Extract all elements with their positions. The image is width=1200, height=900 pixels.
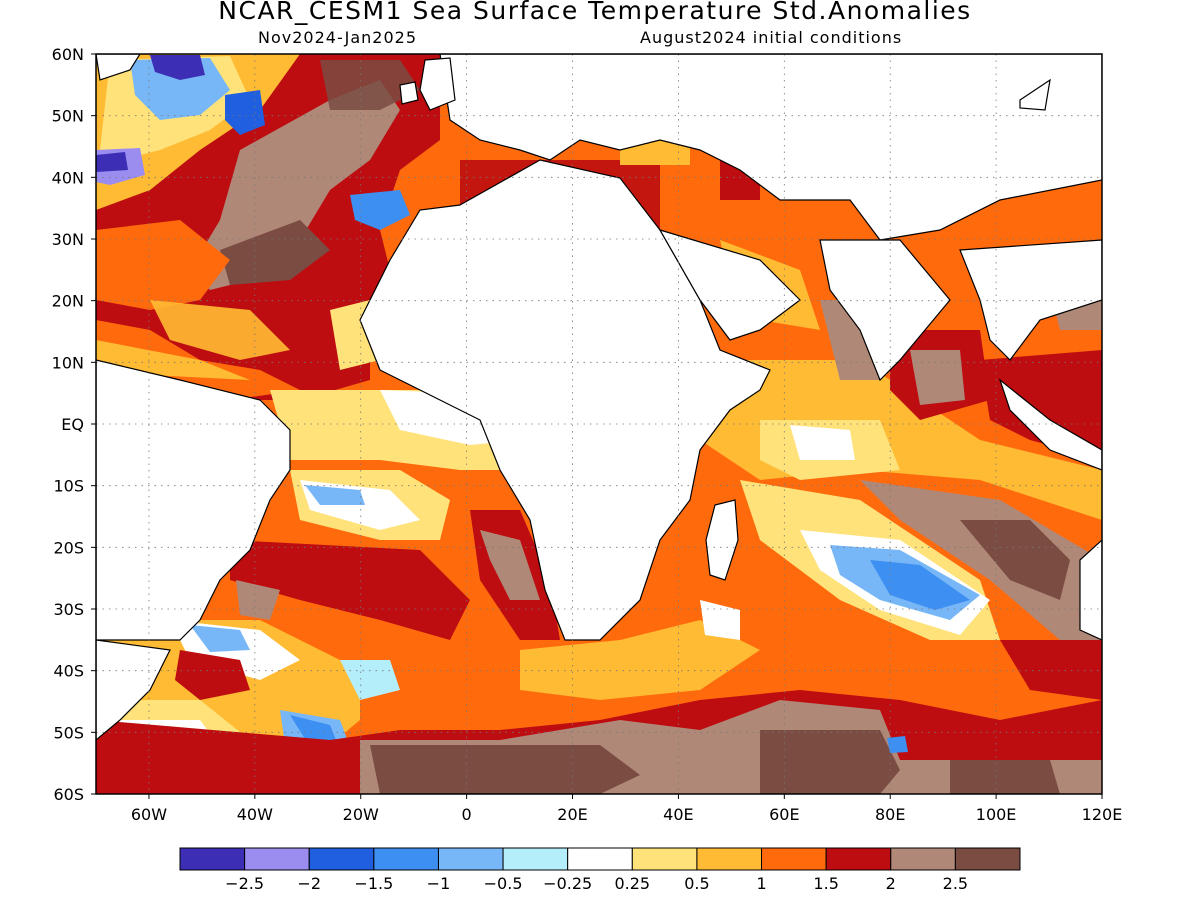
uk-ireland — [419, 57, 456, 111]
australia-landmass — [1079, 539, 1102, 641]
colorbar-label: −0.25 — [543, 874, 592, 893]
japan-sakhalin — [1019, 78, 1051, 111]
colorbar-swatch — [567, 847, 633, 871]
latitude-label: 20N — [52, 292, 84, 311]
colorbar-label: 2.5 — [943, 874, 968, 893]
longitude-label: 40W — [237, 805, 273, 824]
latitude-label: 50S — [53, 723, 84, 742]
arabia-landmass — [658, 228, 801, 341]
southeast-asia-landmass — [959, 239, 1102, 361]
longitude-label: 20W — [343, 805, 379, 824]
colorbar-label: 0.25 — [614, 874, 650, 893]
latitude-label: 60S — [53, 785, 84, 804]
map-title: NCAR_CESM1 Sea Surface Temperature Std.A… — [218, 0, 972, 25]
greenland-iceland — [96, 54, 141, 81]
longitude-label: 120E — [1082, 805, 1123, 824]
africa-landmass — [359, 159, 771, 641]
longitude-label: 60E — [769, 805, 799, 824]
colorbar-label: −2 — [297, 874, 321, 893]
ireland — [399, 81, 419, 105]
colorbar-label: 0.5 — [684, 874, 709, 893]
europe-landmass — [439, 54, 1102, 241]
south-america-patagonia — [96, 639, 171, 741]
longitude-label: 100E — [976, 805, 1017, 824]
colorbar-swatch — [696, 847, 763, 871]
colorbar-swatch — [761, 847, 827, 871]
colorbar-label: 2 — [886, 874, 896, 893]
latitude-label: 60N — [52, 45, 84, 64]
colorbar-swatch — [373, 847, 439, 871]
latitude-label: 40N — [52, 168, 84, 187]
india-landmass — [819, 239, 951, 382]
colorbar-label: −2.5 — [225, 874, 264, 893]
colorbar-label: 1 — [756, 874, 766, 893]
latitude-label: 50N — [52, 107, 84, 126]
longitude-label: 0 — [462, 805, 472, 824]
colorbar-swatches — [179, 847, 1021, 871]
latitude-axis: 60N 50N 40N 30N 20N 10N EQ 10S 20S 30S 40S 50S 60S — [52, 45, 96, 804]
colorbar-swatch — [308, 847, 375, 871]
colorbar-swatch — [954, 847, 1021, 871]
colorbar-label: −1 — [427, 874, 451, 893]
longitude-label: 40E — [663, 805, 693, 824]
colorbar-labels: −2.5 −2 −1.5 −1 −0.5 −0.25 0.25 0.5 1 1.5 2 2.5 — [225, 874, 968, 893]
forecast-period: Nov2024-Jan2025 — [258, 28, 417, 47]
colorbar-swatch — [890, 847, 956, 871]
latitude-label: 40S — [53, 662, 84, 681]
latitude-label: 30N — [52, 230, 84, 249]
longitude-label: 80E — [875, 805, 905, 824]
latitude-label: 20S — [53, 538, 84, 557]
latitude-label: EQ — [61, 415, 84, 434]
colorbar-swatch — [437, 847, 504, 871]
colorbar-label: −1.5 — [354, 874, 393, 893]
longitude-label: 20E — [557, 805, 587, 824]
colorbar-label: −0.5 — [484, 874, 523, 893]
initial-conditions: August2024 initial conditions — [640, 28, 903, 47]
latitude-label: 10S — [53, 477, 84, 496]
colorbar-swatch — [502, 847, 569, 871]
latitude-label: 10N — [52, 353, 84, 372]
latitude-label: 30S — [53, 600, 84, 619]
colorbar-swatch — [179, 847, 246, 871]
longitude-label: 60W — [131, 805, 167, 824]
longitude-axis: 60W 40W 20W 0 20E 40E 60E 80E 100E 120E — [131, 794, 1122, 824]
colorbar-swatch — [244, 847, 310, 871]
sumatra-java — [998, 378, 1102, 471]
colorbar-swatch — [631, 847, 698, 871]
madagascar — [705, 499, 739, 581]
south-america-landmass — [96, 359, 291, 641]
land-mask — [96, 54, 1102, 741]
colorbar-swatch — [825, 847, 892, 871]
colorbar-label: 1.5 — [813, 874, 838, 893]
